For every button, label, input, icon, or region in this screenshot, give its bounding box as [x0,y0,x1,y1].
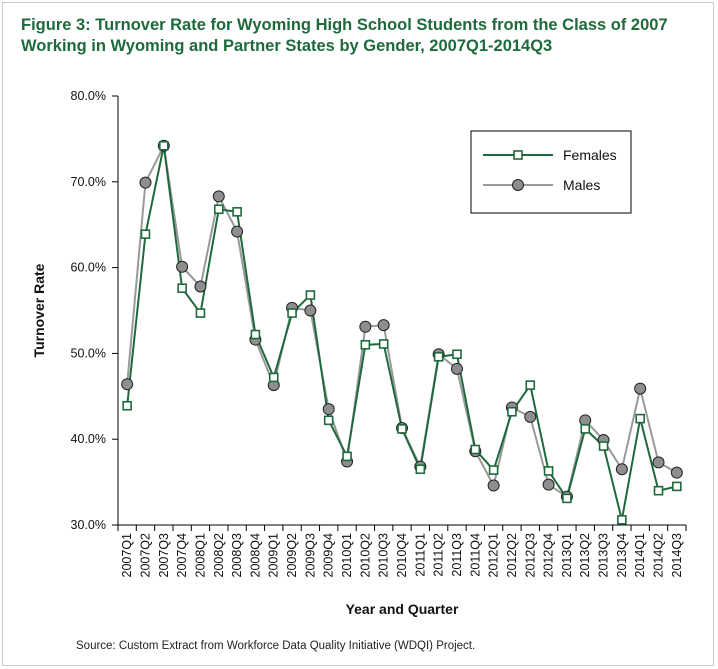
x-tick-label: 2012Q2 [505,533,519,578]
x-tick-label: 2013Q2 [578,533,592,578]
x-tick-label: 2007Q3 [157,533,171,578]
y-tick-label: 50.0% [71,346,106,360]
legend-marker-females [513,150,523,160]
x-tick-label: 2009Q3 [303,533,317,578]
point-males [322,403,335,416]
point-males [670,466,683,479]
x-tick-label: 2009Q4 [322,533,336,578]
point-females [635,413,645,424]
x-tick-label: 2014Q3 [670,533,684,578]
point-females [452,349,462,360]
x-tick-label: 2011Q2 [432,533,446,577]
point-females [122,400,132,411]
point-males [615,463,628,476]
point-females [268,372,279,383]
x-tick-label: 2008Q4 [248,533,262,578]
x-tick-label: 2012Q4 [542,533,556,578]
point-females [543,466,554,476]
x-tick-label: 2007Q2 [138,533,152,578]
x-tick-label: 2013Q3 [597,533,611,578]
x-tick-label: 2011Q1 [413,533,427,577]
y-tick-label: 40.0% [71,432,106,446]
point-females [672,481,682,492]
x-tick-label: 2014Q1 [633,533,647,578]
point-females [323,415,334,426]
x-axis-title: Year and Quarter [346,601,459,617]
point-females [232,207,242,217]
x-tick-label: 2009Q1 [267,533,281,578]
point-males [377,319,390,332]
point-females [580,424,591,434]
point-males [542,478,555,491]
point-females [342,451,352,462]
x-tick-label: 2008Q2 [212,533,226,578]
point-females [415,464,426,475]
x-tick-label: 2010Q2 [358,533,372,578]
point-females [159,140,169,151]
point-females [470,444,481,455]
y-axis-title: Turnover Rate [31,263,47,357]
point-females [378,339,389,349]
point-females [287,308,297,318]
x-tick-label: 2011Q4 [468,533,482,577]
x-tick-label: 2008Q1 [193,533,207,578]
point-males [450,362,463,375]
point-males [139,176,152,189]
point-females [525,380,536,390]
x-tick-label: 2010Q3 [377,533,391,578]
point-females [562,493,572,504]
point-females [617,515,627,525]
x-tick-label: 2010Q4 [395,533,409,578]
x-tick-label: 2007Q4 [175,533,189,578]
point-males [176,260,189,273]
point-males [212,190,225,203]
point-males [524,410,537,423]
point-females [140,229,151,239]
point-females [177,283,187,293]
point-females [598,441,609,451]
legend-label-males: Males [563,177,600,193]
y-tick-label: 60.0% [71,261,106,275]
point-females [653,485,664,496]
point-females [488,465,499,475]
y-tick-label: 30.0% [71,518,106,532]
legend-box [470,130,632,214]
point-females [195,308,206,318]
x-tick-label: 2012Q1 [487,533,501,578]
point-males [231,225,244,238]
x-tick-label: 2013Q1 [560,533,574,578]
point-males [304,304,317,317]
point-males [487,479,500,492]
x-tick-label: 2012Q3 [523,533,537,578]
point-males [121,378,134,391]
point-females [433,352,444,362]
x-tick-label: 2011Q3 [450,533,464,577]
x-tick-label: 2007Q1 [120,533,134,578]
point-females [507,406,517,417]
source-note: Source: Custom Extract from Workforce Da… [76,640,476,652]
point-females [305,290,316,300]
x-tick-label: 2014Q2 [652,533,666,578]
y-tick-label: 70.0% [71,175,106,189]
point-females [213,204,224,215]
point-females [397,424,407,434]
chart-title: Figure 3: Turnover Rate for Wyoming High… [21,15,701,57]
y-tick-label: 80.0% [71,89,106,103]
point-females [360,340,371,350]
point-males [194,280,207,293]
x-tick-label: 2009Q2 [285,533,299,578]
legend-label-females: Females [563,147,617,163]
x-tick-label: 2010Q1 [340,533,354,578]
chart-title-line-1: Figure 3: Turnover Rate for Wyoming High… [21,16,668,34]
point-males [359,320,372,333]
x-tick-label: 2008Q3 [230,533,244,578]
chart-title-line-2: Working in Wyoming and Partner States by… [21,37,553,55]
point-males [652,456,665,469]
point-males [634,382,647,395]
point-females [250,329,261,340]
legend-marker-males [512,179,524,191]
x-tick-label: 2013Q4 [615,533,629,578]
